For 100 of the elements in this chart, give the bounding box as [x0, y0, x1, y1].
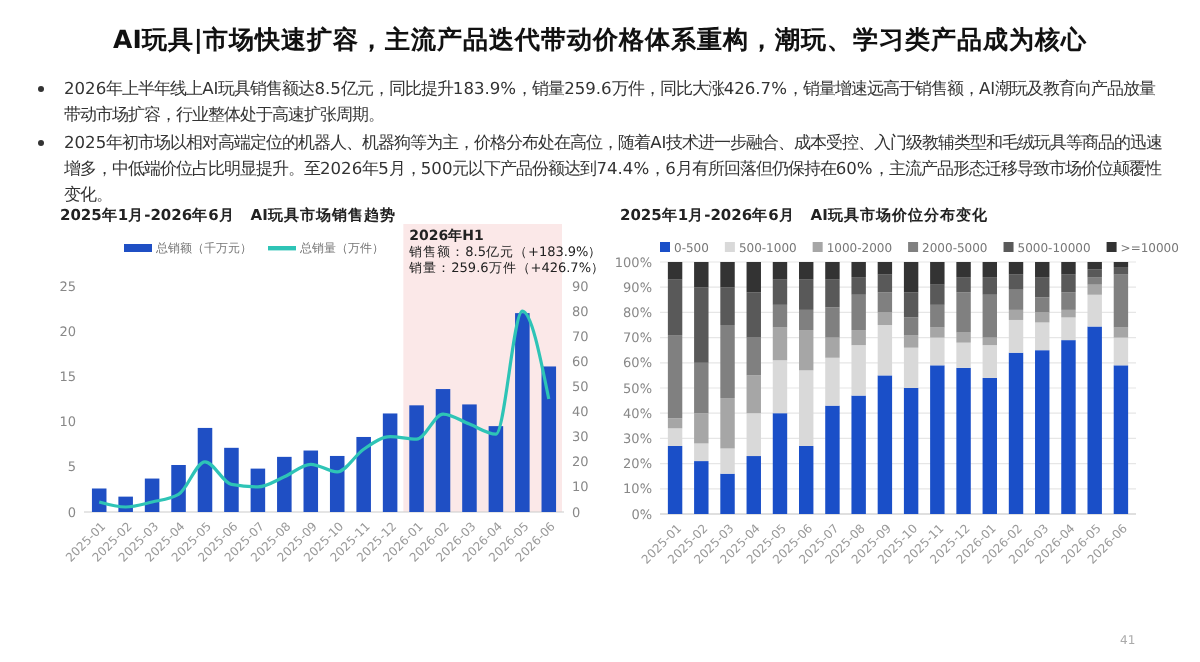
bar [982, 377, 997, 514]
bar [694, 461, 709, 514]
bar [462, 404, 477, 512]
bar [1061, 317, 1076, 341]
bar [667, 279, 683, 336]
bar [382, 413, 398, 512]
bar [851, 395, 866, 514]
bar [1008, 309, 1024, 320]
bar [982, 337, 997, 346]
bar [877, 325, 893, 376]
bar [825, 262, 840, 280]
bar [720, 262, 735, 288]
bar [694, 362, 709, 414]
bar [903, 347, 919, 388]
bar [667, 262, 683, 280]
text: 2025年初市场以相对高端定位的机器人、机器狗等为主，价格分布处在高位，随着AI技术进一步融合、成本受控、入门级教辅类型和毛绒玩具等商品的迅速增多，中低端价位占比明显提升。至2026年5月，500元以下产品份额达到74.4%，6月有所回落但仍保持在60%，主流产品形态迁移导致市场价位颠覆性变化。 [64, 130, 1165, 207]
bar [956, 342, 971, 368]
bar [1008, 262, 1024, 275]
bar [1035, 262, 1050, 278]
bar [1113, 337, 1129, 366]
bar [930, 365, 945, 514]
bar [746, 292, 761, 338]
text: 2026年上半年线上AI玩具销售额达8.5亿元，同比提升183.9%，销量259.6万件，同比大涨426.7%，销量增速远高于销售额，AI潮玩及教育向产品放量带动市场扩容，行业整体处于高速扩张周期。 [64, 76, 1158, 128]
bar [956, 277, 971, 293]
bar [746, 456, 761, 514]
bar [1113, 274, 1129, 328]
bar [746, 262, 761, 293]
bar [746, 413, 761, 457]
bar [197, 427, 213, 512]
bar [772, 262, 788, 280]
bar [772, 304, 788, 328]
bar [720, 398, 735, 449]
bar [825, 307, 840, 338]
bar [956, 262, 971, 278]
bar [746, 337, 761, 376]
bar [1035, 277, 1050, 298]
bar [825, 337, 840, 358]
bar [720, 448, 735, 474]
bar [1061, 262, 1076, 275]
bar [877, 312, 893, 325]
bar [224, 447, 239, 512]
bar [694, 287, 709, 363]
bar [329, 455, 345, 512]
bar [772, 279, 788, 305]
text: AI玩具|市场快速扩容，主流产品迭代带动价格体系重构，潮玩、学习类产品成为核心 [111, 24, 1089, 58]
bar [303, 450, 319, 512]
bar [930, 304, 945, 328]
bar [903, 335, 919, 348]
bar [1061, 309, 1076, 318]
bar [667, 428, 683, 446]
bar [91, 488, 107, 512]
bar [720, 473, 735, 514]
bar [356, 436, 371, 512]
bar [956, 332, 971, 343]
bar [1061, 340, 1076, 514]
bar [720, 287, 735, 325]
bar [799, 445, 814, 514]
bar [488, 426, 504, 512]
bar [1113, 262, 1129, 268]
bar [930, 327, 945, 338]
bar [1008, 319, 1024, 353]
bar [694, 262, 709, 288]
bar [667, 445, 683, 514]
bar [772, 327, 788, 361]
bar [409, 405, 424, 512]
bar [1113, 327, 1129, 338]
bar [903, 262, 919, 293]
bar [825, 357, 840, 406]
bar [1035, 297, 1050, 313]
bar [1008, 352, 1024, 514]
bar [982, 262, 997, 278]
bar [877, 274, 893, 293]
bar [1061, 292, 1076, 310]
bar [694, 443, 709, 462]
bar [667, 335, 683, 419]
bar [694, 413, 709, 444]
bar [1061, 274, 1076, 293]
bar [903, 292, 919, 318]
bar [1087, 269, 1102, 278]
bar [903, 317, 919, 336]
line-series [97, 309, 551, 509]
bar [956, 367, 971, 514]
bar [1087, 294, 1102, 327]
bar [799, 262, 814, 280]
bar [720, 325, 735, 399]
bar [435, 389, 451, 512]
bar [982, 294, 997, 338]
bar [1087, 326, 1102, 514]
bar [799, 279, 814, 310]
bar [799, 309, 814, 331]
bar [799, 370, 814, 446]
bar [541, 366, 557, 512]
bar [746, 375, 761, 414]
bar [667, 418, 683, 429]
bar [277, 456, 292, 512]
bar [851, 294, 866, 331]
bar [825, 279, 840, 308]
bar [1087, 262, 1102, 270]
bar [1035, 350, 1050, 514]
bar [877, 375, 893, 514]
